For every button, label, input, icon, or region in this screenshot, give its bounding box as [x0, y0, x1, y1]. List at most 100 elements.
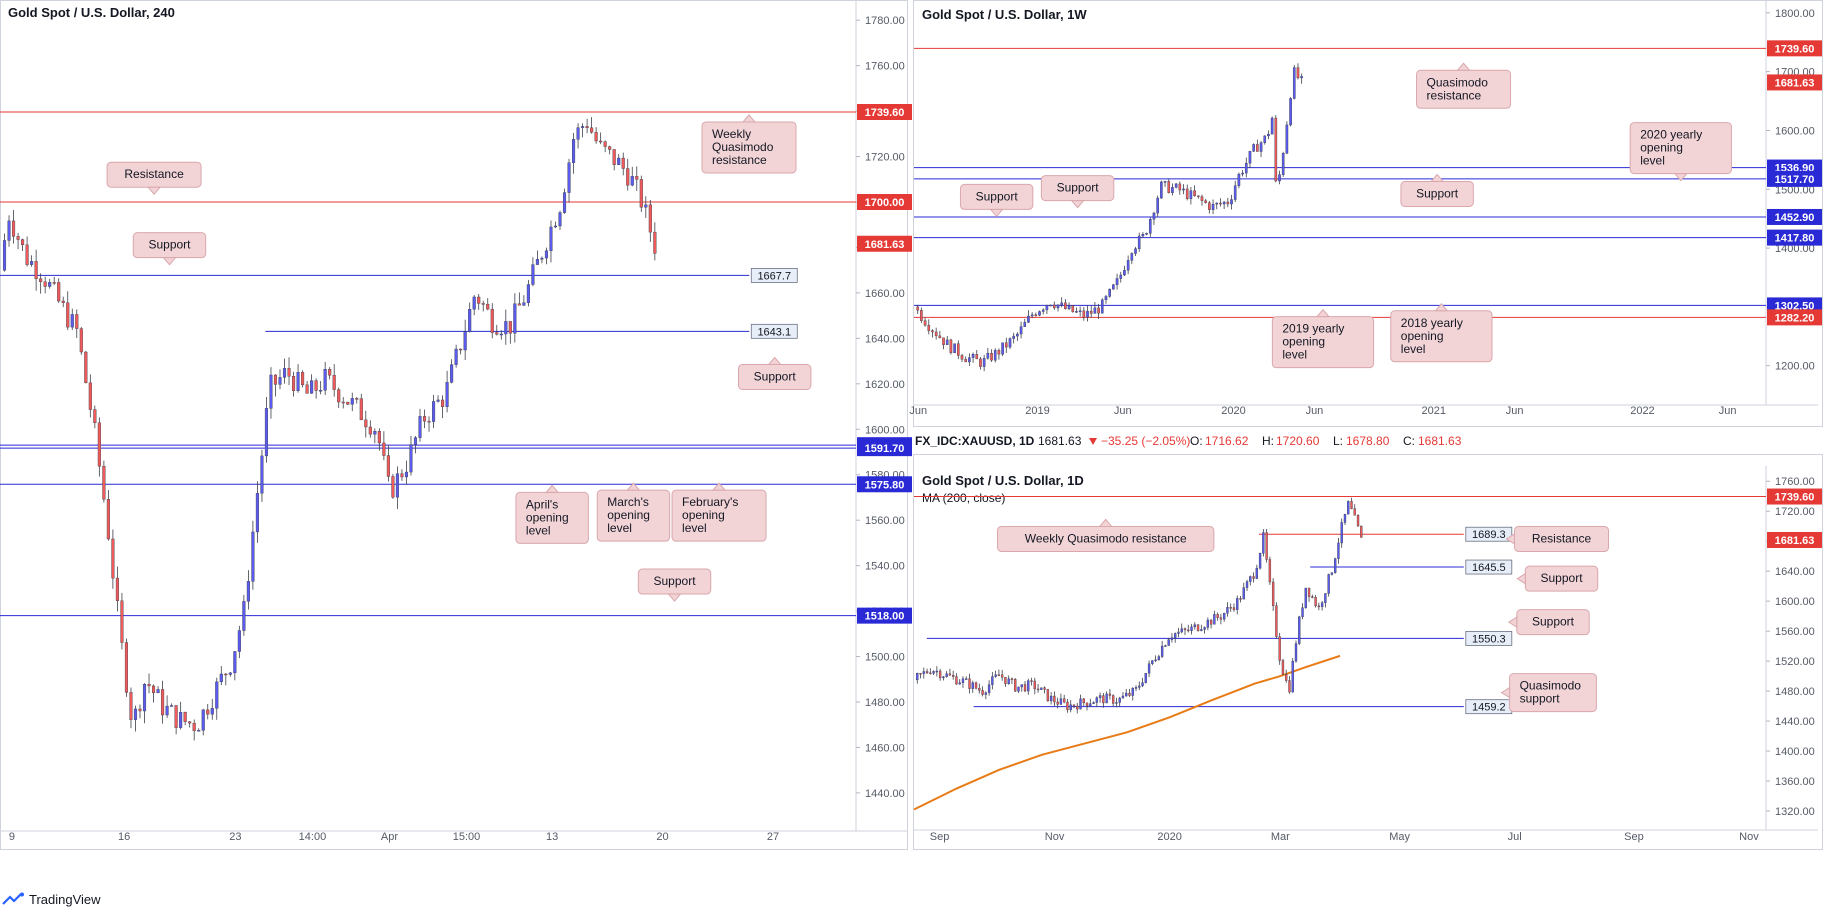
- candle-body: [147, 684, 151, 687]
- candle-body: [1121, 695, 1125, 699]
- time-tick-label: May: [1389, 831, 1410, 843]
- candle-body: [553, 225, 558, 228]
- callout-pointer: [1505, 533, 1516, 545]
- callout-pointer: [1500, 686, 1511, 699]
- candle-body: [133, 708, 138, 720]
- candle-body: [1360, 525, 1363, 538]
- time-tick-label: 16: [118, 831, 130, 843]
- callout-label: level: [607, 521, 632, 535]
- panel-d1-frame: [913, 454, 1823, 850]
- price-tick-label: 1440.00: [865, 788, 905, 800]
- candle-body: [942, 676, 945, 679]
- candle-body: [997, 350, 1001, 355]
- level-price-label: 1591.70: [865, 443, 905, 455]
- candle-body: [1314, 597, 1317, 607]
- callout-pointer: [162, 257, 177, 266]
- candle-body: [454, 348, 458, 365]
- annotation-callout[interactable]: Support: [1040, 175, 1115, 209]
- candle-body: [1160, 645, 1164, 657]
- candle-body: [296, 372, 300, 391]
- candle-body: [197, 730, 201, 732]
- candle-body: [219, 673, 223, 683]
- panel-h4[interactable]: 1780.001760.001740.001720.001700.001680.…: [0, 0, 912, 843]
- candle-body: [206, 709, 210, 715]
- candle-body: [120, 600, 124, 643]
- callout-label: Resistance: [1532, 531, 1592, 545]
- candle-body: [386, 455, 390, 477]
- candle-body: [945, 339, 949, 345]
- panel-d1[interactable]: 1760.001720.001680.001640.001600.001560.…: [913, 466, 1822, 843]
- moving-average-line[interactable]: [913, 654, 1341, 811]
- candle-body: [979, 358, 982, 367]
- candle-body: [1046, 689, 1050, 702]
- annotation-callout[interactable]: Resistance: [1505, 525, 1610, 552]
- candle-body: [558, 212, 562, 227]
- candle-body: [1063, 698, 1066, 703]
- annotation-callout[interactable]: Support: [737, 356, 812, 390]
- candle-body: [1118, 697, 1121, 703]
- candle-body: [1075, 311, 1078, 313]
- callout-pointer: [741, 114, 757, 123]
- annotation-callout[interactable]: Support: [1507, 609, 1590, 636]
- candle-body: [1154, 659, 1157, 662]
- annotation-callout[interactable]: Support: [132, 232, 207, 266]
- price-tick-label: 1780.00: [865, 15, 905, 27]
- panel-w1[interactable]: 1800.001700.001600.001500.001400.001300.…: [909, 0, 1822, 417]
- candle-body: [228, 672, 232, 675]
- candle-body: [1271, 581, 1275, 606]
- annotation-callout[interactable]: Support: [637, 568, 712, 602]
- candle-body: [1082, 698, 1085, 704]
- candle-body: [1242, 587, 1245, 600]
- time-tick-label: 2020: [1157, 831, 1181, 843]
- annotation-callout[interactable]: Support: [959, 183, 1034, 218]
- callout-label: support: [1520, 692, 1561, 706]
- candle-body: [1064, 302, 1067, 309]
- candle-body: [1236, 598, 1239, 610]
- price-tick-label: 1520.00: [1775, 656, 1815, 668]
- candle-body: [984, 692, 988, 695]
- tradingview-logo[interactable]: TradingView: [2, 892, 101, 907]
- callout-pointer: [146, 186, 162, 195]
- candle-body: [567, 162, 571, 193]
- callout-pointer: [1507, 616, 1518, 629]
- time-tick-label: Jun: [909, 405, 927, 417]
- candle-body: [1089, 310, 1093, 314]
- candle-body: [1036, 688, 1040, 691]
- callout-label: 2019 yearly: [1282, 322, 1344, 336]
- candle-body: [1034, 314, 1038, 316]
- candle-body: [968, 678, 971, 689]
- candle-body: [635, 176, 639, 180]
- price-tick-label: 1640.00: [1775, 566, 1815, 578]
- price-tick-label: 1560.00: [865, 515, 905, 527]
- annotation-callout[interactable]: Support: [1400, 173, 1474, 207]
- candle-body: [377, 430, 381, 444]
- candle-body: [1056, 701, 1059, 705]
- price-tick-label: 1560.00: [1775, 626, 1815, 638]
- candle-body: [161, 689, 165, 716]
- candle-body: [382, 442, 386, 456]
- annotation-callout[interactable]: Weekly Quasimodo resistance: [997, 518, 1215, 552]
- annotation-callout[interactable]: Support: [1516, 565, 1599, 592]
- level-price-badge: [1767, 309, 1822, 326]
- candle-body: [617, 157, 621, 165]
- candle-body: [916, 306, 919, 311]
- price-tick-label: 1800.00: [1775, 8, 1815, 20]
- candle-body: [43, 281, 47, 287]
- candle-body: [1275, 605, 1278, 637]
- callout-label: resistance: [712, 153, 767, 167]
- annotation-callout[interactable]: Resistance: [106, 161, 202, 195]
- callout-label: opening: [1401, 329, 1444, 343]
- candle-body: [431, 401, 436, 422]
- candle-body: [34, 261, 38, 279]
- candle-body: [948, 673, 952, 676]
- candle-body: [192, 722, 196, 731]
